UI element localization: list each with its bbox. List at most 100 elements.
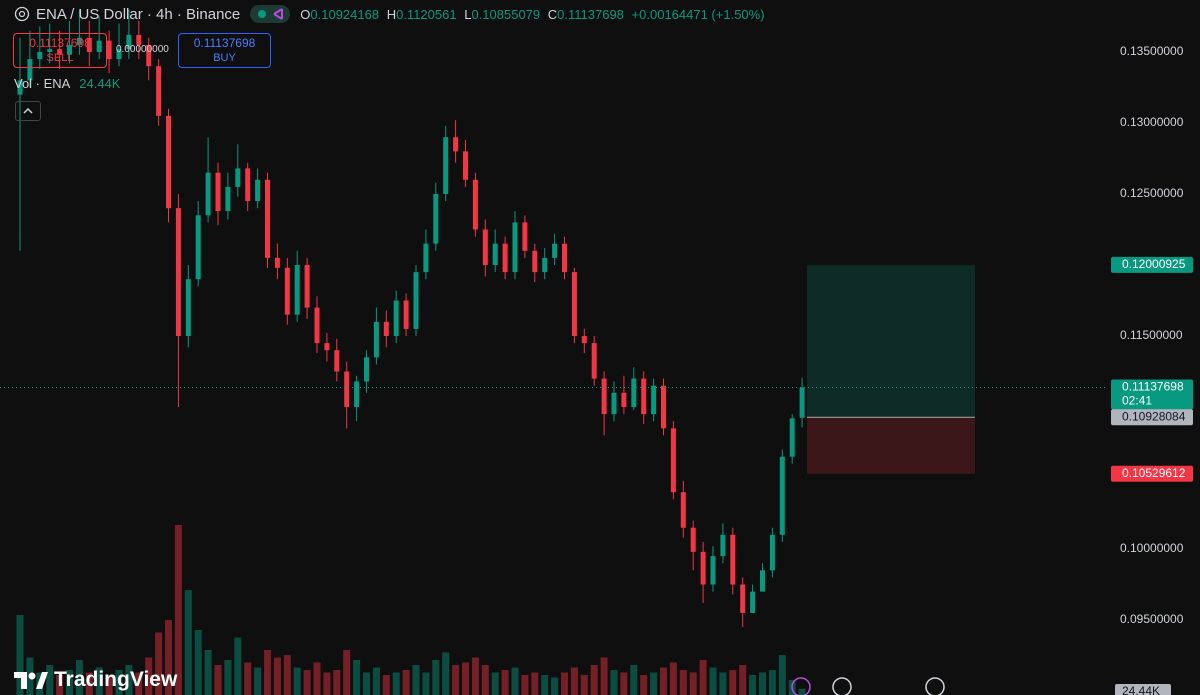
volume-bar xyxy=(283,655,291,695)
countdown: 02:41 xyxy=(1122,394,1152,408)
candle-body xyxy=(522,222,528,251)
volume-bar xyxy=(264,650,271,695)
volume-bar xyxy=(194,630,202,695)
collapse-button[interactable] xyxy=(15,101,41,121)
volume-bar xyxy=(660,667,667,695)
ohlc-label: O xyxy=(300,6,311,22)
indicator-pill[interactable] xyxy=(250,4,291,24)
ohlc-close: 0.11137698 xyxy=(557,6,624,22)
volume-bar xyxy=(105,675,113,695)
candle-body xyxy=(730,534,736,585)
candle-body xyxy=(255,179,261,202)
volume-bar xyxy=(204,650,212,695)
candle-body xyxy=(433,193,439,244)
candle-body xyxy=(779,456,785,535)
sell-button[interactable]: 0.11137698 SELL xyxy=(13,33,107,68)
candle-body xyxy=(532,250,538,273)
volume-bar xyxy=(699,660,707,695)
candle-body xyxy=(581,335,587,344)
volume-bar xyxy=(739,665,747,695)
volume-bar xyxy=(135,672,143,695)
candle-body xyxy=(710,556,716,585)
candle-body xyxy=(185,279,191,336)
symbol-icon xyxy=(14,6,30,22)
volume-bar xyxy=(521,675,529,695)
candle-body xyxy=(720,534,726,557)
volume-bar xyxy=(244,662,252,695)
last-price-tag: 0.11137698 xyxy=(1122,380,1184,394)
volume-bar xyxy=(46,665,54,695)
entry-tag: 0.10928084 xyxy=(1122,409,1186,423)
volume-bar xyxy=(174,525,182,695)
volume-bar xyxy=(273,657,281,695)
volume-bar xyxy=(85,672,93,695)
volume-bar xyxy=(165,620,172,695)
volume-bar xyxy=(323,672,331,695)
volume-bar xyxy=(75,660,83,695)
volume-bar xyxy=(333,670,341,695)
volume-bar xyxy=(372,667,380,695)
candle-body xyxy=(413,272,419,329)
candle-body xyxy=(284,267,290,315)
candle-body xyxy=(463,151,468,180)
candle-body xyxy=(383,321,389,336)
volume-bar xyxy=(481,665,489,695)
buy-button[interactable]: 0.11137698 BUY xyxy=(178,33,271,68)
candle-body xyxy=(651,385,657,415)
volume-bar xyxy=(145,657,153,695)
volume-bar xyxy=(590,665,598,695)
volume-bar xyxy=(511,667,519,695)
candle-body xyxy=(789,418,795,457)
last-price-tag-bg xyxy=(1111,379,1193,410)
candle-body xyxy=(611,392,617,415)
candle-body xyxy=(156,66,162,116)
candle-body xyxy=(453,137,459,152)
candle-body xyxy=(631,378,637,408)
ohlc-label: L xyxy=(464,6,472,22)
candle-body xyxy=(443,137,449,194)
volume-bar xyxy=(561,672,568,695)
candle-body xyxy=(166,115,171,209)
candle-body xyxy=(482,229,488,265)
candle-body xyxy=(750,591,756,613)
volume-bar xyxy=(541,675,549,695)
candle-body xyxy=(740,584,746,613)
volume-bar xyxy=(353,660,361,695)
candle-body xyxy=(512,222,518,273)
brand-logo xyxy=(14,672,48,689)
volume-bar xyxy=(392,672,400,695)
volume-bar xyxy=(600,657,608,695)
volume-bar xyxy=(214,665,222,695)
candle-body xyxy=(67,44,72,55)
candle-body xyxy=(215,172,221,212)
y-tick-label: 0.13500000 xyxy=(1120,44,1184,58)
volume-bar xyxy=(184,590,192,695)
candle-body xyxy=(562,243,567,273)
volume-bar xyxy=(382,675,390,695)
spread: 0.00000000 xyxy=(116,44,169,55)
ohlc-open: 0.10924168 xyxy=(310,6,380,22)
candle-body xyxy=(126,34,132,50)
ohlc-low: 0.10855079 xyxy=(471,6,541,22)
candle-body xyxy=(344,371,350,408)
volume-bar xyxy=(234,637,242,695)
candle-body xyxy=(364,357,369,382)
volume-bar xyxy=(432,660,440,695)
volume-bar xyxy=(452,665,460,695)
volume-bar xyxy=(778,655,786,695)
volume-bar xyxy=(689,672,697,695)
volume-bar xyxy=(95,667,103,695)
candle-body xyxy=(423,243,429,273)
candle-body xyxy=(700,551,706,585)
volume-bar xyxy=(650,672,658,695)
stop-tag: 0.10529612 xyxy=(1122,466,1186,480)
volume-bar xyxy=(798,688,806,695)
candle-body xyxy=(205,172,211,216)
candle-body xyxy=(641,378,647,415)
candle-body xyxy=(769,534,775,571)
symbol-title[interactable]: ENA / US Dollar · 4h · Binance xyxy=(36,5,241,23)
candle-body xyxy=(403,300,409,329)
volume-bar xyxy=(570,667,578,695)
candle-body xyxy=(354,381,360,408)
